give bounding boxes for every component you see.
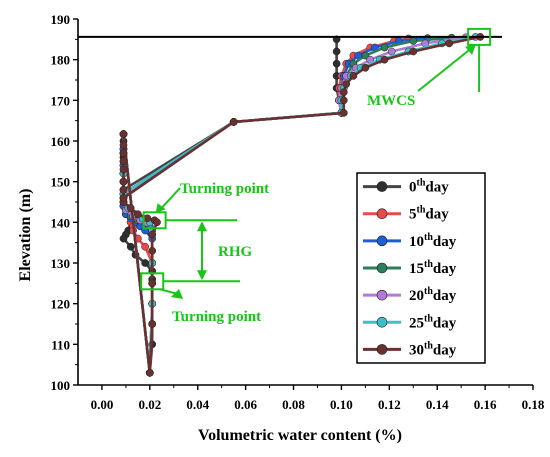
data-point-s0-5 bbox=[119, 234, 128, 243]
x-tick-label-3: 0.06 bbox=[234, 397, 257, 412]
legend-label-4: 20thday bbox=[409, 286, 457, 304]
turning-point-bottom-arrowhead bbox=[171, 289, 183, 299]
data-point-s6-15 bbox=[119, 165, 128, 174]
x-tick-label-2: 0.04 bbox=[186, 397, 209, 412]
data-point-s0-8 bbox=[141, 259, 149, 267]
data-point-s6-19 bbox=[229, 118, 238, 126]
x-tick-label-9: 0.18 bbox=[522, 397, 545, 412]
legend-label-2: 10thday bbox=[409, 232, 457, 250]
data-point-s4-20 bbox=[387, 47, 396, 56]
data-point-s6-14 bbox=[119, 157, 128, 166]
axes-group: 0.00 0.02 0.04 0.06 0.08 0.10 0.12 0.14 0.16 0.18… bbox=[51, 12, 545, 412]
legend-swatch-marker-4 bbox=[376, 289, 388, 301]
legend-swatch-marker-2 bbox=[376, 235, 388, 247]
y-tick-label-6: 160 bbox=[51, 134, 71, 149]
rhg-label: RHG bbox=[218, 244, 253, 260]
legend-swatch-marker-0 bbox=[376, 181, 388, 192]
y-tick-label-8: 180 bbox=[51, 53, 71, 68]
data-point-s6-28 bbox=[445, 39, 454, 48]
mwcs-arrowhead bbox=[465, 43, 477, 55]
y-tick-label-1: 110 bbox=[51, 337, 70, 352]
legend-label-5: 25thday bbox=[409, 313, 457, 331]
turning-point-top-label: Turning point bbox=[180, 181, 269, 197]
legend-label-3: 15thday bbox=[409, 259, 457, 277]
data-point-s6-20 bbox=[339, 109, 348, 117]
turning-point-bottom-label: Turning point bbox=[172, 309, 261, 325]
legend-swatch-marker-3 bbox=[376, 262, 388, 274]
y-tick-label-9: 190 bbox=[51, 12, 71, 27]
x-tick-label-7: 0.14 bbox=[426, 397, 449, 412]
data-point-s6-5 bbox=[153, 218, 161, 227]
y-tick-label-0: 100 bbox=[51, 378, 71, 393]
x-tick-label-1: 0.02 bbox=[138, 397, 161, 412]
x-tick-label-0: 0.00 bbox=[91, 397, 114, 412]
mwcs-arrow bbox=[417, 46, 474, 92]
data-point-s3-22 bbox=[409, 37, 418, 45]
data-point-s6-6 bbox=[148, 230, 157, 239]
data-point-s6-16 bbox=[119, 177, 128, 186]
mwcs-label: MWCS bbox=[367, 93, 415, 109]
data-point-s6-13 bbox=[119, 149, 128, 158]
y-tick-label-5: 150 bbox=[51, 175, 71, 190]
data-point-s0-6 bbox=[126, 242, 135, 251]
legend: 0thday 5thday 10thday 15thday 20thday 25thday… bbox=[356, 172, 486, 364]
data-point-s6-3 bbox=[143, 214, 152, 223]
y-tick-label-3: 130 bbox=[51, 256, 71, 271]
data-point-s6-12 bbox=[119, 141, 128, 149]
data-point-s6-10 bbox=[145, 368, 154, 377]
rhg-arrow-head-down bbox=[197, 270, 207, 281]
data-point-s3-21 bbox=[380, 43, 389, 52]
x-tick-label-5: 0.10 bbox=[330, 397, 353, 412]
data-point-s6-27 bbox=[409, 47, 418, 56]
data-point-s6-2 bbox=[134, 210, 142, 219]
x-axis-title: Volumetric water content (%) bbox=[198, 427, 402, 444]
data-point-s6-18 bbox=[119, 194, 128, 202]
legend-label-0: 0thday bbox=[409, 178, 449, 196]
legend-label-6: 30thday bbox=[409, 340, 457, 358]
data-point-s6-8 bbox=[148, 279, 157, 288]
y-tick-label-7: 170 bbox=[51, 93, 71, 108]
data-point-s6-21 bbox=[339, 96, 348, 105]
data-point-s6-11 bbox=[119, 130, 128, 138]
data-point-s1-6 bbox=[141, 242, 149, 251]
data-point-s6-23 bbox=[342, 80, 351, 88]
data-point-s0-30 bbox=[332, 47, 341, 56]
data-point-s6-9 bbox=[148, 320, 157, 328]
x-tick-label-4: 0.08 bbox=[282, 397, 305, 412]
legend-swatch-marker-5 bbox=[376, 316, 388, 328]
legend-swatch-marker-6 bbox=[376, 344, 388, 355]
data-point-s6-7 bbox=[148, 246, 157, 255]
rhg-arrow-head-up bbox=[197, 221, 207, 232]
turning-point-top-arrowhead bbox=[155, 203, 166, 214]
data-point-s6-26 bbox=[380, 55, 389, 64]
x-tick-label-6: 0.12 bbox=[378, 397, 401, 412]
y-axis-title: Elevation (m) bbox=[17, 189, 34, 282]
plot-series-group bbox=[119, 33, 485, 377]
legend-label-1: 5thday bbox=[409, 205, 449, 223]
data-point-s6-25 bbox=[361, 63, 370, 72]
x-tick-label-8: 0.16 bbox=[474, 397, 497, 412]
data-point-s6-22 bbox=[339, 88, 348, 97]
annotations-group: RHG Turning point Turning point MWCS bbox=[140, 27, 492, 325]
data-point-s6-17 bbox=[119, 185, 128, 194]
data-point-s6-24 bbox=[349, 72, 358, 80]
data-point-s0-29 bbox=[332, 59, 341, 68]
legend-swatch-marker-1 bbox=[376, 208, 388, 220]
y-tick-label-4: 140 bbox=[51, 215, 71, 230]
data-point-s6-1 bbox=[126, 204, 135, 212]
y-tick-label-2: 120 bbox=[51, 297, 71, 312]
